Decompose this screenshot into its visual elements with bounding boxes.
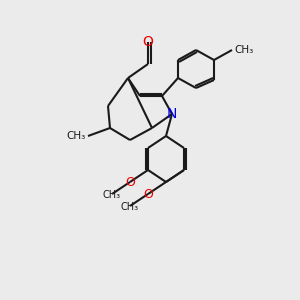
Text: O: O <box>142 35 153 49</box>
Text: O: O <box>125 176 135 188</box>
Text: N: N <box>167 107 177 121</box>
Text: CH₃: CH₃ <box>234 45 253 55</box>
Text: CH₃: CH₃ <box>67 131 86 141</box>
Text: CH₃: CH₃ <box>121 202 139 212</box>
Text: O: O <box>143 188 153 200</box>
Text: CH₃: CH₃ <box>103 190 121 200</box>
